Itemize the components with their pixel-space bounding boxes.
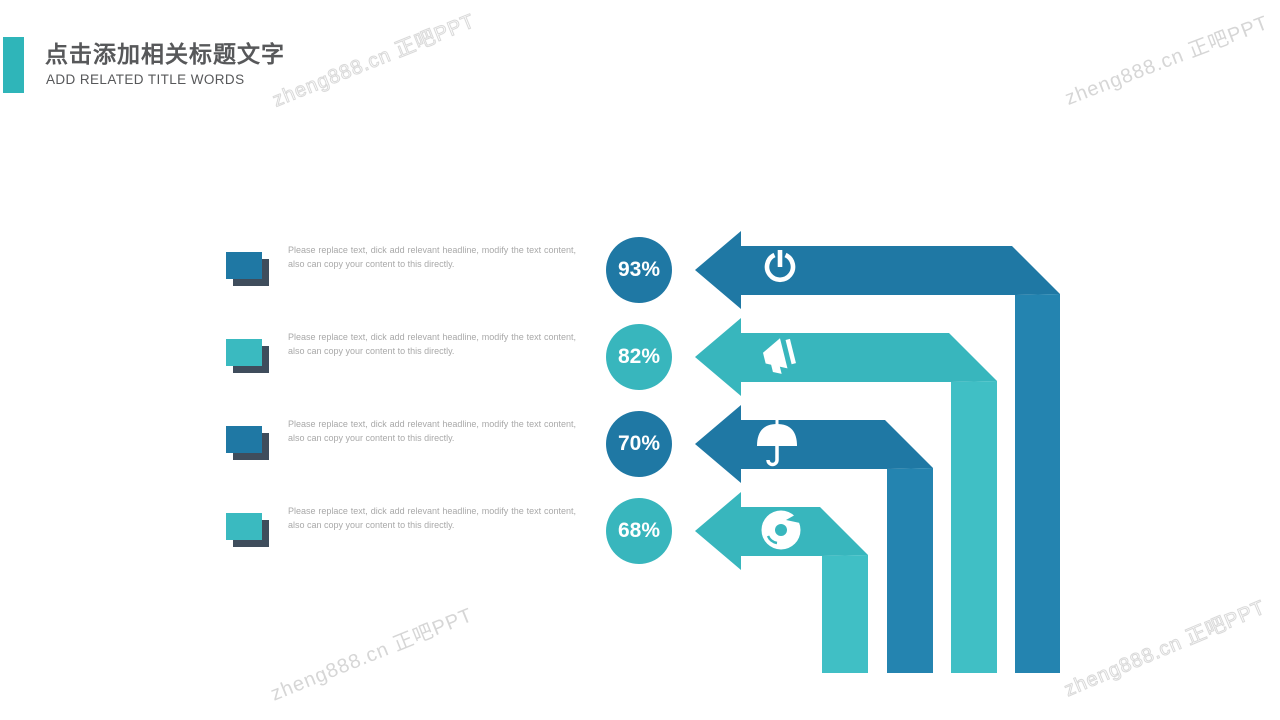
percent-badge[interactable]: 68% [606, 498, 672, 564]
page-subtitle[interactable]: ADD RELATED TITLE WORDS [46, 72, 245, 87]
page-title[interactable]: 点击添加相关标题文字 [45, 41, 285, 67]
percent-badge[interactable]: 93% [606, 237, 672, 303]
square-marker[interactable] [226, 339, 262, 366]
arrow-ribbon-82[interactable] [695, 318, 997, 673]
placeholder-text[interactable]: Please replace text, dick add relevant h… [288, 419, 576, 443]
megaphone-icon [762, 338, 796, 374]
placeholder-text[interactable]: Please replace text, dick add relevant h… [288, 332, 576, 356]
umbrella-icon [757, 417, 797, 467]
square-marker[interactable] [226, 252, 262, 279]
placeholder-text[interactable]: Please replace text, dick add relevant h… [288, 245, 576, 269]
percent-badge[interactable]: 82% [606, 324, 672, 390]
title-accent-bar [3, 37, 24, 93]
arrow-ribbon-70[interactable] [695, 405, 933, 673]
cd-icon [761, 510, 802, 550]
power-icon [764, 250, 796, 283]
square-marker[interactable] [226, 426, 262, 453]
placeholder-text[interactable]: Please replace text, dick add relevant h… [288, 506, 576, 530]
arrow-ribbon-68[interactable] [695, 492, 868, 673]
arrow-ribbon-93[interactable] [695, 231, 1060, 673]
square-marker[interactable] [226, 513, 262, 540]
percent-badge[interactable]: 70% [606, 411, 672, 477]
